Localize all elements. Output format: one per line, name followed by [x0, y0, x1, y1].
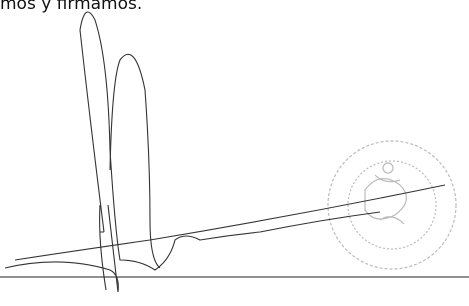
signature: [5, 12, 445, 292]
document-page: {"document": {"closing_text": "mos y fir…: [0, 0, 469, 306]
signature-area: [0, 0, 469, 306]
